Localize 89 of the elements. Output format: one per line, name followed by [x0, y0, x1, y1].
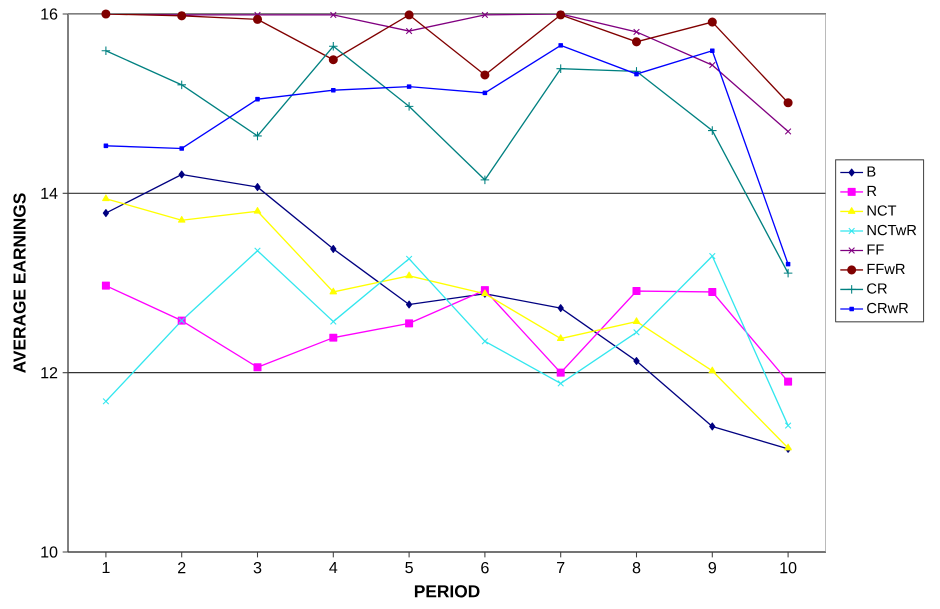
point	[405, 319, 414, 328]
point	[784, 422, 792, 429]
point	[786, 262, 790, 266]
legend-label: CRwR	[867, 302, 908, 314]
point	[632, 317, 640, 324]
legend-label: FFwR	[868, 264, 905, 274]
x-tick-label: 1	[102, 562, 110, 574]
x-tick-label: 7	[557, 562, 564, 574]
point	[633, 328, 640, 336]
point	[328, 55, 338, 64]
point	[176, 80, 187, 90]
point	[556, 368, 565, 377]
point	[330, 12, 337, 18]
point	[482, 12, 488, 18]
point	[102, 209, 110, 218]
point	[405, 272, 413, 278]
point	[404, 10, 414, 20]
point	[330, 288, 338, 294]
y-tick-label: 14	[41, 188, 58, 199]
point	[104, 144, 108, 148]
point	[330, 244, 336, 253]
point	[710, 48, 715, 54]
x-tick-label: 9	[708, 562, 716, 574]
point	[255, 96, 260, 102]
point	[406, 28, 412, 34]
x-axis-title: PERIOD	[414, 585, 480, 598]
point	[633, 28, 640, 36]
point	[784, 128, 792, 135]
x-tick-label: 6	[481, 562, 489, 574]
point	[480, 70, 490, 80]
point	[556, 64, 566, 74]
point	[482, 338, 488, 345]
point	[252, 131, 262, 141]
x-tick-label: 2	[178, 562, 186, 574]
point	[558, 304, 564, 312]
point	[331, 88, 336, 92]
point	[254, 363, 262, 372]
point	[178, 216, 186, 223]
point	[784, 444, 792, 450]
point	[406, 255, 412, 262]
point	[406, 300, 412, 309]
point	[708, 18, 717, 27]
point	[784, 378, 792, 386]
point	[708, 288, 716, 296]
point	[179, 146, 184, 151]
point	[558, 43, 563, 48]
point	[632, 37, 642, 46]
x-tick-label: 5	[405, 562, 413, 574]
point	[329, 334, 338, 342]
point	[102, 398, 110, 405]
legend-label: FF	[868, 244, 884, 255]
point	[633, 357, 640, 365]
point	[252, 14, 262, 24]
legend-label: B	[868, 166, 876, 177]
point	[783, 268, 793, 278]
legend-label: R	[868, 186, 876, 196]
point	[404, 102, 414, 112]
point	[101, 46, 111, 56]
point	[328, 41, 338, 52]
x-tick-label: 4	[329, 562, 338, 574]
point	[707, 126, 718, 136]
point	[556, 334, 564, 341]
legend-label: CR	[867, 283, 887, 294]
point	[480, 175, 490, 185]
point	[708, 252, 716, 260]
point	[482, 90, 488, 96]
point	[254, 206, 262, 214]
y-axis-title: AVERAGE EARNINGS	[13, 193, 26, 373]
point	[709, 422, 716, 430]
x-tick-label: 8	[632, 562, 640, 574]
point	[708, 366, 716, 374]
y-tick-label: 10	[41, 546, 58, 558]
point	[708, 62, 716, 68]
point	[102, 194, 110, 202]
point	[254, 183, 261, 192]
point	[557, 380, 564, 387]
legend-label: NCTwR	[868, 224, 916, 236]
y-tick-label: 16	[41, 8, 58, 20]
point	[178, 170, 185, 178]
x-tick-label: 3	[254, 562, 262, 574]
point	[102, 282, 110, 290]
point	[634, 72, 639, 76]
point	[406, 84, 412, 89]
point	[784, 98, 793, 108]
legend-label: NCT	[868, 205, 896, 216]
x-tick-label: 10	[780, 562, 796, 574]
point	[330, 318, 337, 325]
point	[632, 287, 640, 296]
y-tick-label: 12	[41, 367, 58, 378]
